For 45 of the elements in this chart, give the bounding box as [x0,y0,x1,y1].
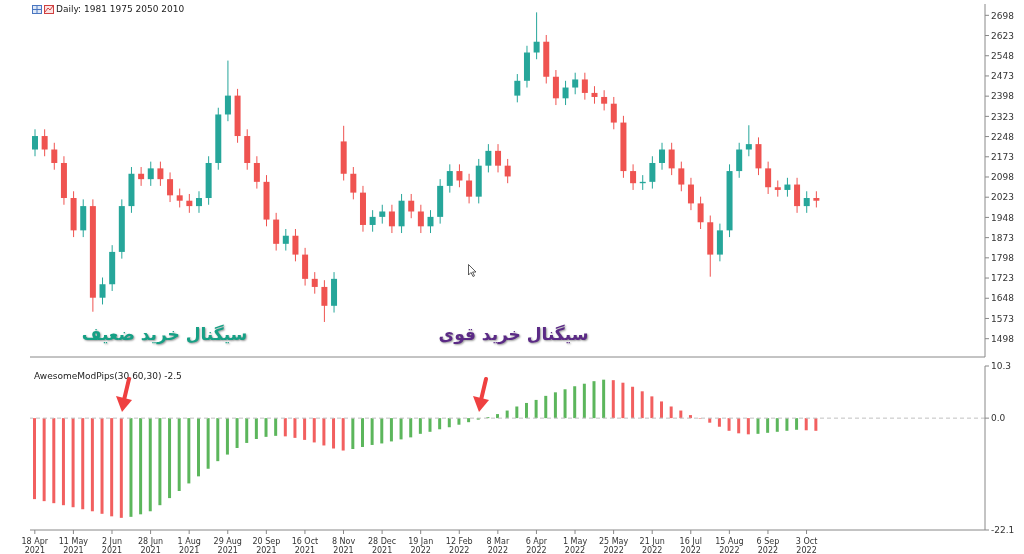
y-tick-label: 1498 [991,333,1015,344]
x-tick-label: 21 Jun 2022 [639,537,665,554]
x-tick-label: 29 Aug 2021 [213,537,242,554]
x-tick-label: 28 Jun 2021 [137,537,164,554]
y-tick-label: 2623 [991,30,1014,41]
y-tick-label: 2398 [991,91,1015,102]
chart-title: Daily: 1981 1975 2050 2010 [56,4,185,14]
y-tick-label: 1573 [991,313,1014,324]
x-tick-label: 1 Aug 2021 [177,537,201,554]
x-tick-label: 19 Jan 2022 [408,537,434,554]
y-tick-label: -22.1 [991,525,1015,536]
y-tick-label: 1873 [991,232,1014,243]
y-tick-label: 2173 [991,151,1014,162]
x-tick-label: 2 Jun 2021 [101,537,123,554]
x-tick-label: 25 May 2022 [598,537,629,554]
x-tick-label: 16 Jul 2022 [679,537,702,554]
x-tick-label: 6 Apr 2022 [525,537,548,554]
y-tick-label: 1798 [991,253,1015,264]
x-tick-label: 3 Oct 2022 [795,537,818,554]
y-tick-label: 2098 [991,172,1015,183]
y-tick-label: 2473 [991,71,1014,82]
x-tick-label: 15 Aug 2022 [715,537,744,554]
y-tick-label: 10.3 [991,361,1012,372]
x-tick-label: 11 May 2021 [58,537,89,554]
x-tick-label: 16 Oct 2021 [291,537,319,554]
y-tick-label: 1648 [991,293,1015,304]
x-tick-label: 18 Apr 2021 [21,537,49,554]
annotation: سیگنال خرید قوی [438,324,589,344]
x-tick-label: 12 Feb 2022 [445,537,473,554]
x-tick-label: 8 Mar 2022 [486,537,510,554]
y-tick-label: 2323 [991,111,1014,122]
annotation: سیگنال خرید ضعیف [81,324,248,344]
y-tick-label: 0.0 [991,413,1006,424]
y-tick-label: 2248 [991,131,1015,142]
text: AwesomeModPips(30,60,30) -2.5 [34,371,182,381]
y-tick-label: 2698 [991,10,1015,21]
y-tick-label: 2023 [991,192,1014,203]
x-tick-label: 1 May 2022 [562,537,588,554]
x-tick-label: 20 Sep 2021 [252,537,281,554]
x-tick-label: 8 Nov 2021 [331,537,356,554]
y-tick-label: 1948 [991,212,1015,223]
x-tick-label: 6 Sep 2022 [756,537,780,554]
y-tick-label: 1723 [991,273,1014,284]
x-tick-label: 28 Dec 2021 [367,537,397,554]
y-tick-label: 2548 [991,50,1015,61]
